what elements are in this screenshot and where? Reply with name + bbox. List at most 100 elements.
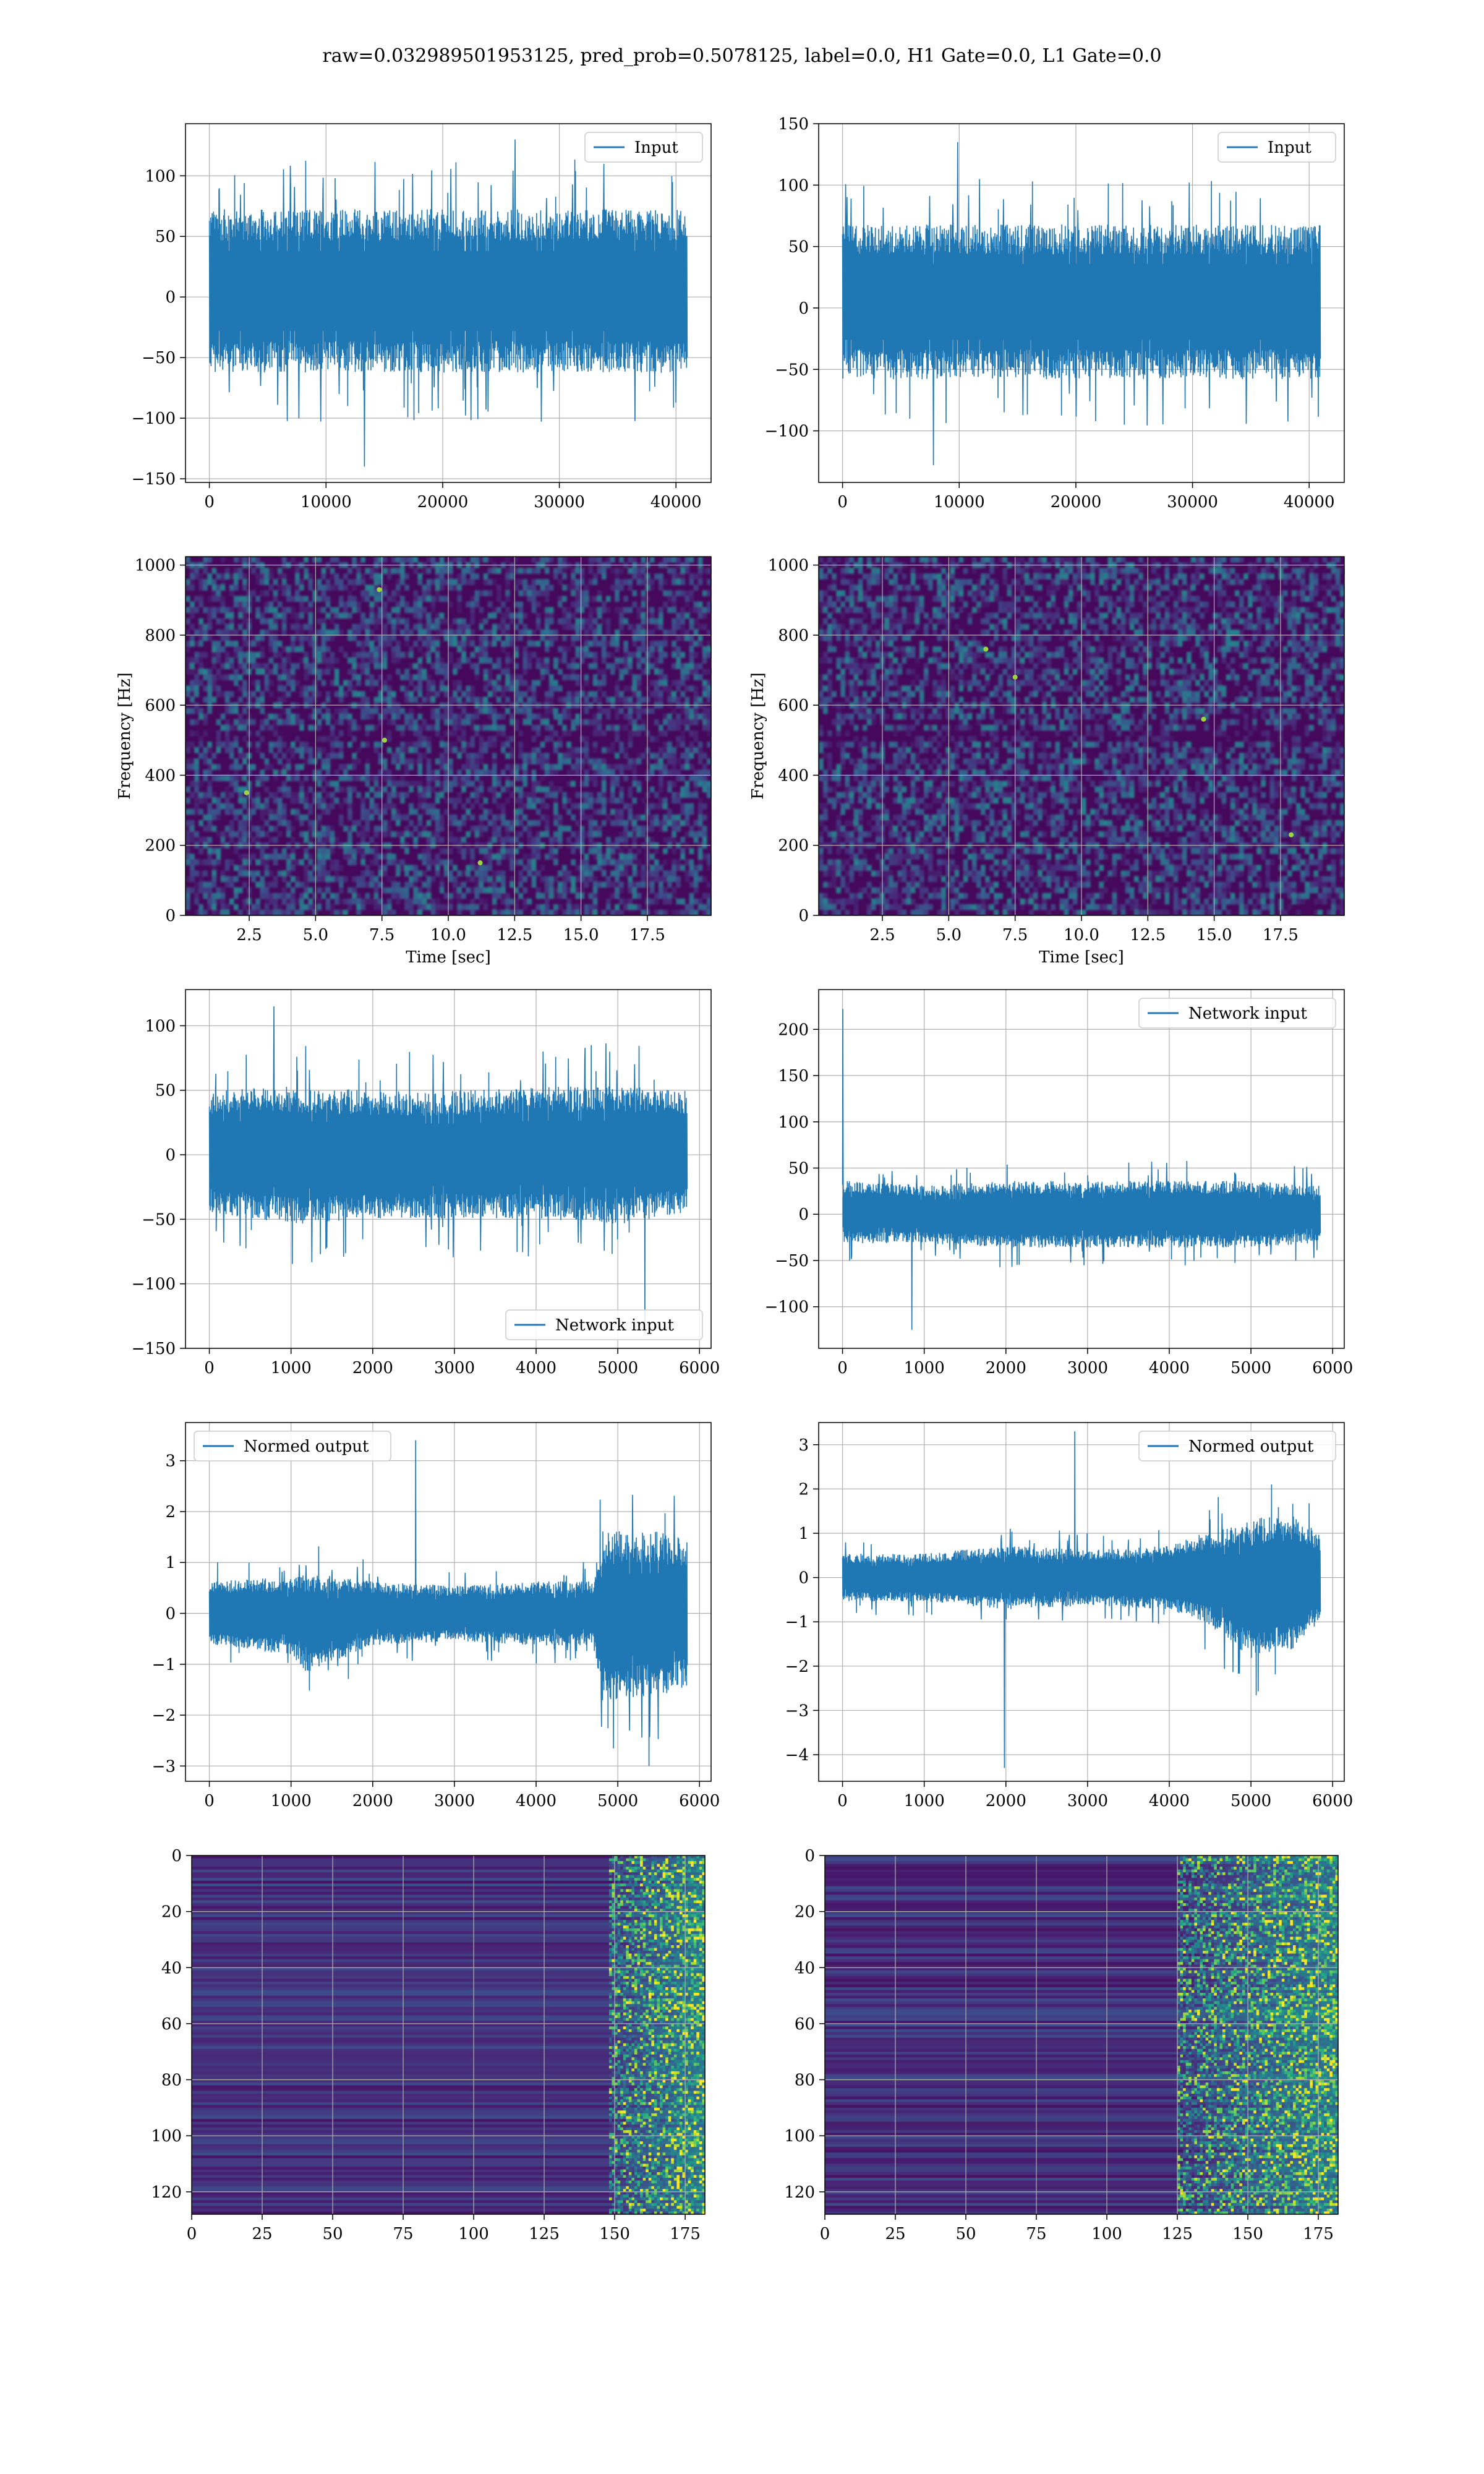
heatmap-cell [1339, 568, 1345, 574]
heatmap-cell [663, 814, 668, 821]
heatmap-cell [426, 764, 432, 770]
heatmap-cell [378, 657, 383, 664]
heatmap-bright-spot [244, 790, 249, 795]
heatmap-cell [606, 557, 611, 563]
heatmap-cell [321, 758, 326, 764]
heatmap-cell [680, 786, 686, 793]
heatmap-cell [186, 669, 190, 675]
heatmap-cell [645, 618, 650, 625]
heatmap-cell [654, 758, 659, 764]
heatmap-cell [430, 579, 436, 585]
heatmap-cell [400, 742, 405, 748]
heatmap-cell [649, 640, 655, 647]
heatmap-cell [584, 646, 589, 653]
heatmap-cell [492, 820, 497, 826]
heatmap-cell [264, 764, 270, 770]
heatmap-cell [628, 904, 633, 910]
heatmap-cell [277, 674, 283, 680]
heatmap-cell [479, 769, 484, 776]
heatmap-cell [422, 870, 427, 877]
heatmap-cell [308, 898, 313, 905]
heatmap-cell [588, 870, 594, 877]
heatmap-cell [645, 758, 650, 764]
heatmap-cell [457, 870, 462, 877]
heatmap-cell [453, 724, 458, 731]
heatmap-cell [317, 775, 322, 782]
heatmap-cell [369, 680, 375, 687]
heatmap-cell [522, 708, 528, 714]
heatmap-cell [702, 892, 707, 899]
heatmap-cell [566, 887, 571, 894]
heatmap-cell [325, 769, 331, 776]
heatmap-cell [281, 803, 287, 810]
heatmap-cell [1042, 573, 1047, 580]
heatmap-cell [343, 848, 348, 854]
heatmap-cell [255, 837, 261, 843]
heatmap-cell [1217, 601, 1222, 608]
heatmap-cell [474, 775, 480, 782]
heatmap-cell [334, 837, 339, 843]
heatmap-cell [474, 590, 480, 597]
heatmap-cell [409, 696, 414, 703]
heatmap-cell [623, 747, 629, 753]
heatmap-cell [317, 792, 322, 798]
heatmap-cell [680, 629, 686, 636]
heatmap-cell [575, 713, 581, 720]
heatmap-cell [396, 579, 401, 585]
heatmap-cell [680, 792, 686, 798]
heatmap-cell [689, 898, 694, 905]
heatmap-cell [623, 859, 629, 866]
heatmap-cell [672, 865, 676, 871]
heatmap-cell [216, 803, 221, 810]
heatmap-cell [496, 803, 501, 810]
heatmap-cell [238, 573, 243, 580]
heatmap-cell [448, 657, 453, 664]
heatmap-cell [291, 557, 296, 563]
heatmap-cell [260, 568, 265, 574]
heatmap-cell [518, 730, 524, 737]
heatmap-cell [211, 579, 217, 585]
heatmap-cell [457, 657, 462, 664]
heatmap-cell [654, 865, 659, 871]
heatmap-cell [659, 573, 663, 580]
heatmap-cell [645, 685, 650, 692]
heatmap-cell [426, 892, 432, 899]
heatmap-cell [360, 708, 366, 714]
heatmap-cell [277, 786, 283, 793]
heatmap-cell [606, 607, 611, 614]
heatmap-cell [579, 607, 585, 614]
heatmap-cell [1208, 590, 1214, 597]
heatmap-cell [348, 786, 352, 793]
heatmap-cell [571, 696, 576, 703]
heatmap-cell [566, 612, 571, 619]
heatmap-cell [1116, 557, 1122, 563]
heatmap-cell [308, 640, 313, 647]
heatmap-cell [592, 629, 598, 636]
heatmap-cell [601, 792, 607, 798]
heatmap-cell [527, 792, 532, 798]
heatmap-cell [417, 736, 423, 742]
heatmap-cell [224, 808, 230, 815]
heatmap-cell [645, 881, 650, 888]
heatmap-cell [378, 881, 383, 888]
heatmap-cell [435, 898, 440, 905]
heatmap-cell [470, 909, 475, 916]
heatmap-cell [601, 859, 607, 866]
heatmap-cell [479, 742, 484, 748]
heatmap-cell [360, 742, 366, 748]
heatmap-cell [998, 596, 1004, 602]
heatmap-cell [233, 573, 239, 580]
heatmap-cell [308, 887, 313, 894]
heatmap-cell [832, 584, 837, 591]
heatmap-cell [260, 808, 265, 815]
heatmap-cell [251, 764, 256, 770]
heatmap-cell [352, 859, 357, 866]
heatmap-cell [632, 764, 638, 770]
heatmap-cell [439, 713, 445, 720]
heatmap-cell [702, 876, 707, 883]
heatmap-cell [1217, 579, 1222, 585]
y-tick-label: −150 [132, 470, 176, 489]
heatmap-cell [400, 747, 405, 753]
heatmap-cell [312, 865, 318, 871]
heatmap-cell [238, 623, 243, 630]
